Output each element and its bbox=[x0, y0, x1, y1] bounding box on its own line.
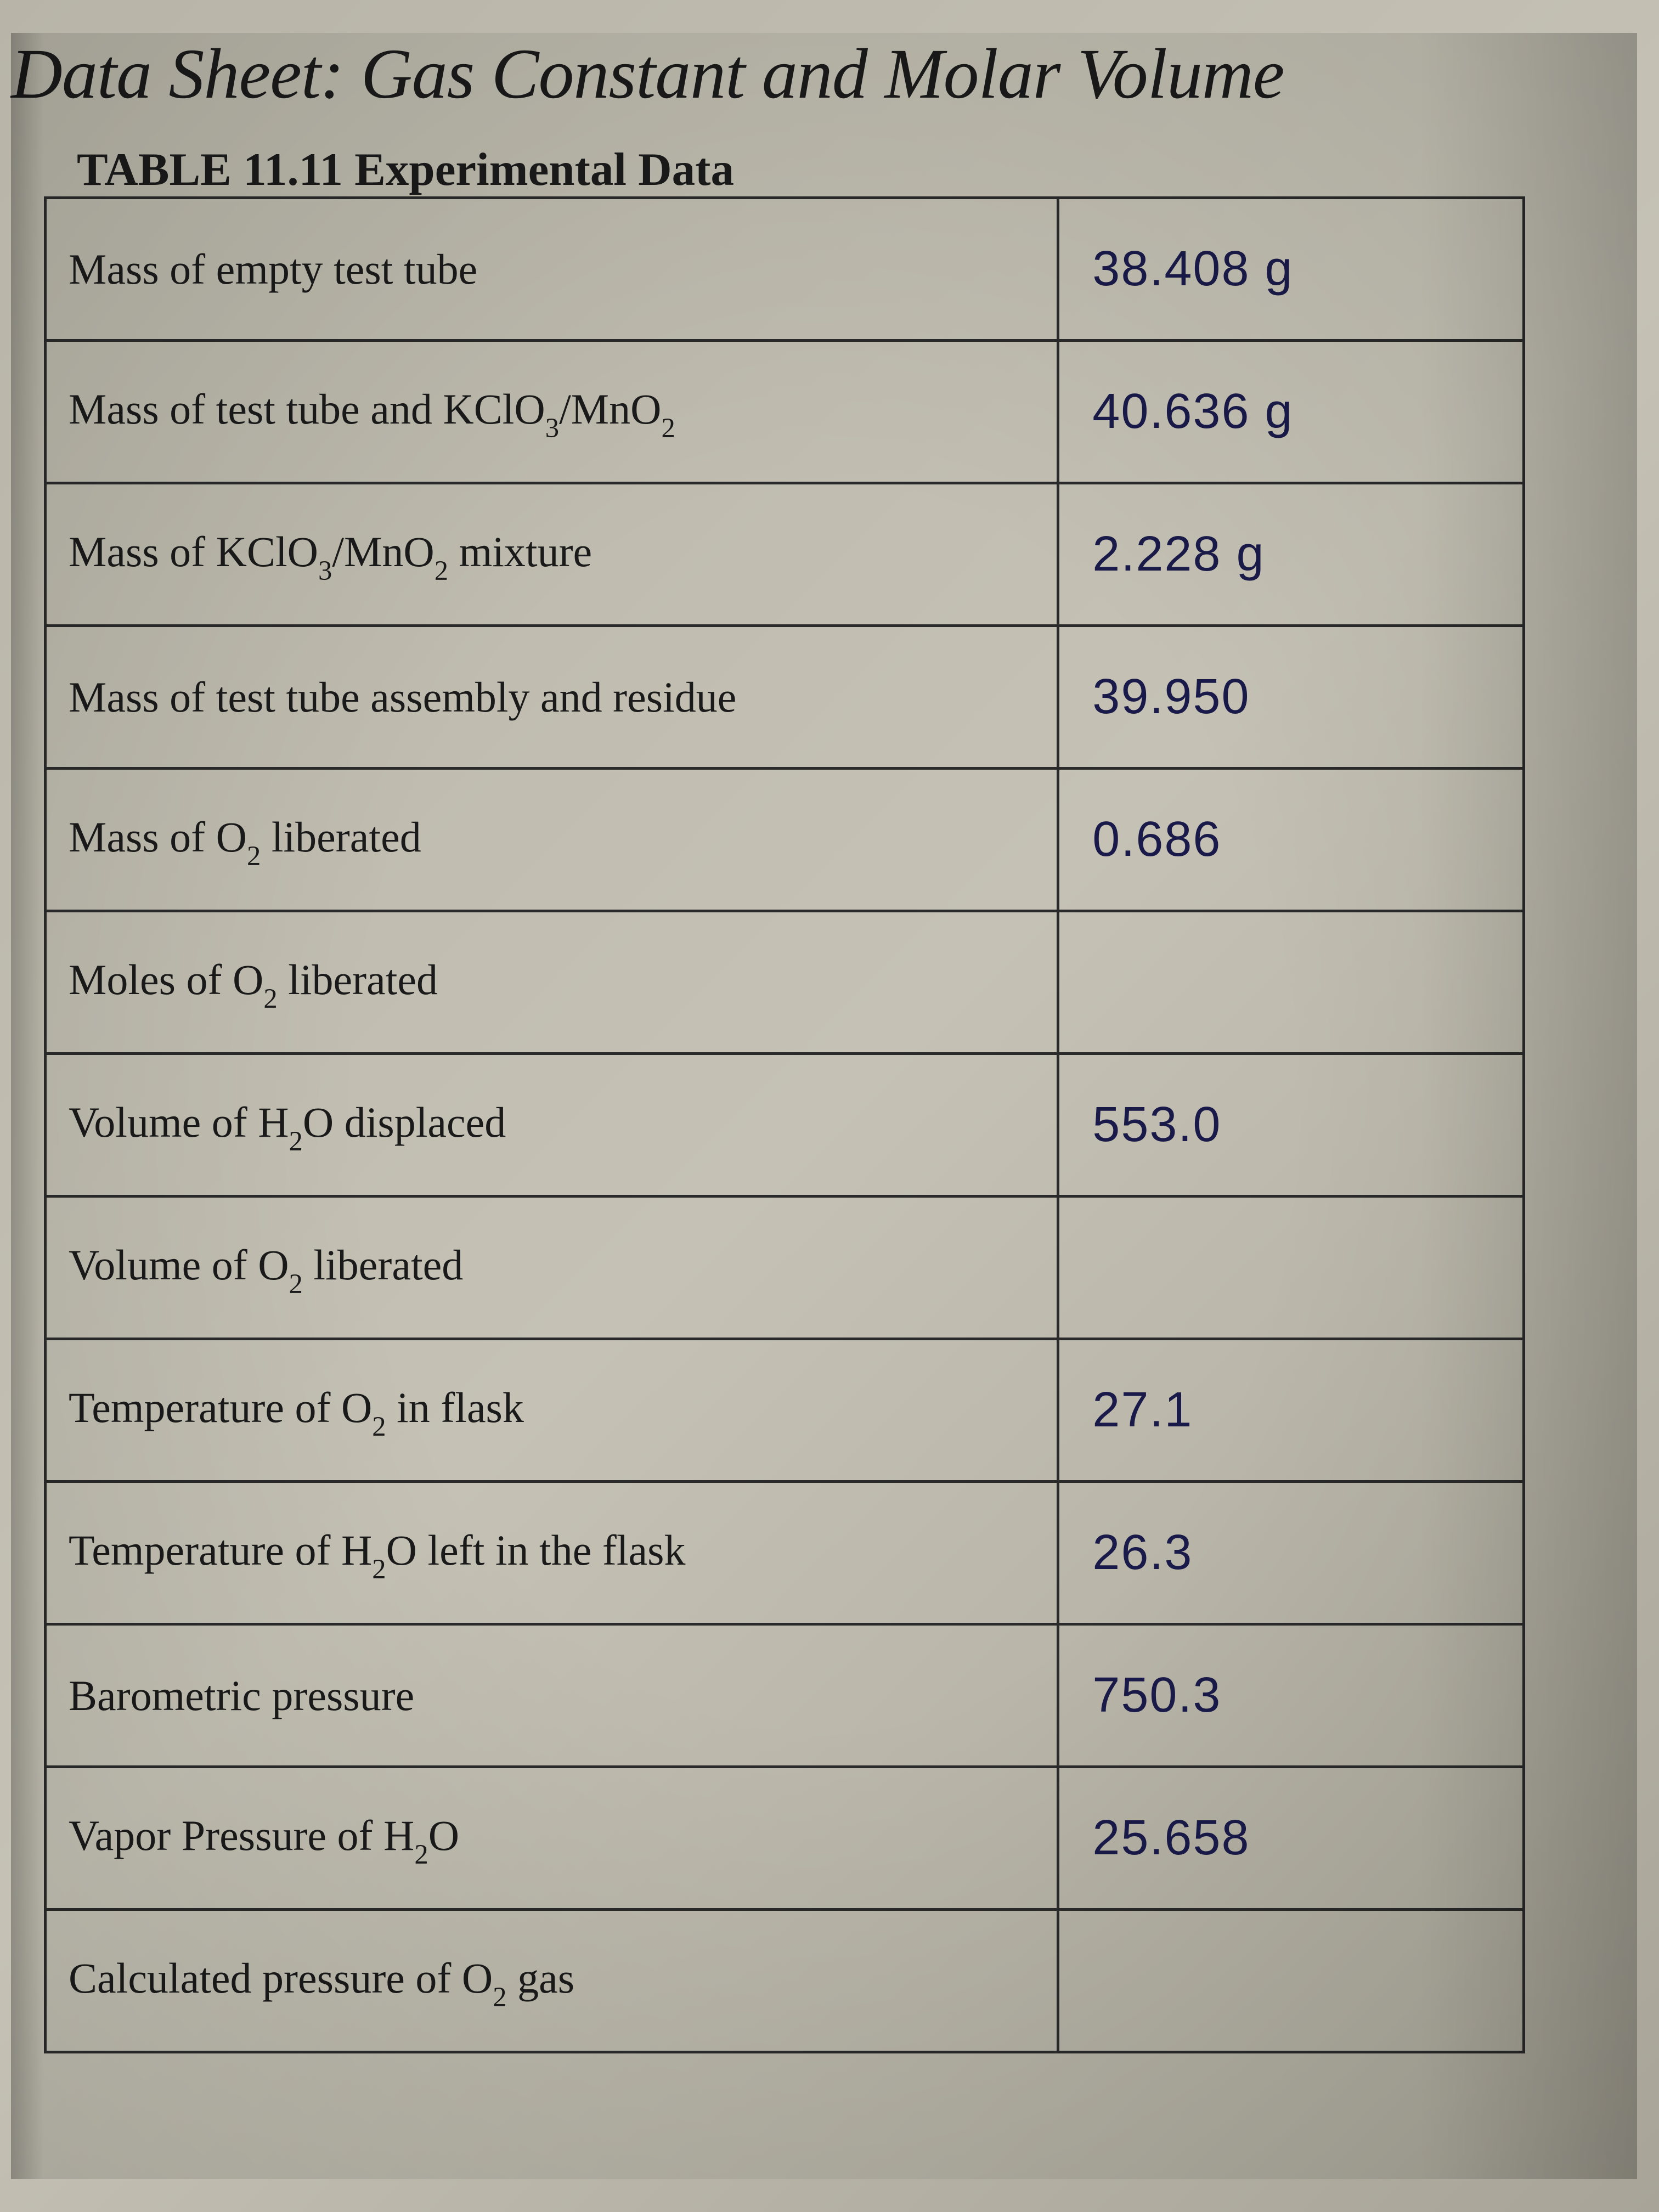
page-left-shadow bbox=[11, 33, 44, 2179]
table-row: Temperature of O2 in flask 27.1 bbox=[46, 1339, 1524, 1482]
row-value: 39.950 bbox=[1058, 626, 1524, 769]
table-row: Mass of test tube and KClO3/MnO2 40.636 … bbox=[46, 341, 1524, 483]
row-label: Volume of O2 liberated bbox=[46, 1197, 1058, 1339]
table-row: Volume of H2O displaced 553.0 bbox=[46, 1054, 1524, 1197]
row-value: 553.0 bbox=[1058, 1054, 1524, 1197]
row-value bbox=[1058, 1910, 1524, 2052]
table-row: Temperature of H2O left in the flask 26.… bbox=[46, 1482, 1524, 1624]
row-label: Calculated pressure of O2 gas bbox=[46, 1910, 1058, 2052]
experimental-data-table: Mass of empty test tube 38.408 g Mass of… bbox=[44, 196, 1525, 2053]
table-row: Vapor Pressure of H2O 25.658 bbox=[46, 1767, 1524, 1910]
row-value: 38.408 g bbox=[1058, 198, 1524, 341]
row-value: 0.686 bbox=[1058, 769, 1524, 911]
row-label: Mass of O2 liberated bbox=[46, 769, 1058, 911]
data-sheet-page: Data Sheet: Gas Constant and Molar Volum… bbox=[11, 33, 1637, 2179]
table-row: Mass of KClO3/MnO2 mixture 2.228 g bbox=[46, 483, 1524, 626]
page-title: Data Sheet: Gas Constant and Molar Volum… bbox=[11, 33, 1637, 115]
row-value bbox=[1058, 911, 1524, 1054]
row-label: Mass of KClO3/MnO2 mixture bbox=[46, 483, 1058, 626]
table-row: Moles of O2 liberated bbox=[46, 911, 1524, 1054]
row-label: Barometric pressure bbox=[46, 1624, 1058, 1767]
table-number: TABLE 11.11 bbox=[77, 144, 343, 195]
table-row: Mass of O2 liberated 0.686 bbox=[46, 769, 1524, 911]
row-label: Vapor Pressure of H2O bbox=[46, 1767, 1058, 1910]
row-label: Temperature of H2O left in the flask bbox=[46, 1482, 1058, 1624]
row-label: Mass of test tube assembly and residue bbox=[46, 626, 1058, 769]
table-caption: TABLE 11.11 Experimental Data bbox=[77, 143, 1637, 196]
row-label: Temperature of O2 in flask bbox=[46, 1339, 1058, 1482]
row-label: Mass of test tube and KClO3/MnO2 bbox=[46, 341, 1058, 483]
table-row: Mass of test tube assembly and residue 3… bbox=[46, 626, 1524, 769]
row-value: 2.228 g bbox=[1058, 483, 1524, 626]
table-row: Volume of O2 liberated bbox=[46, 1197, 1524, 1339]
table-row: Mass of empty test tube 38.408 g bbox=[46, 198, 1524, 341]
table-row: Barometric pressure 750.3 bbox=[46, 1624, 1524, 1767]
row-label: Moles of O2 liberated bbox=[46, 911, 1058, 1054]
row-value: 27.1 bbox=[1058, 1339, 1524, 1482]
row-value: 40.636 g bbox=[1058, 341, 1524, 483]
row-value: 26.3 bbox=[1058, 1482, 1524, 1624]
row-value: 25.658 bbox=[1058, 1767, 1524, 1910]
row-value bbox=[1058, 1197, 1524, 1339]
row-value: 750.3 bbox=[1058, 1624, 1524, 1767]
row-label: Volume of H2O displaced bbox=[46, 1054, 1058, 1197]
row-label: Mass of empty test tube bbox=[46, 198, 1058, 341]
table-row: Calculated pressure of O2 gas bbox=[46, 1910, 1524, 2052]
table-subtitle: Experimental Data bbox=[354, 144, 734, 195]
